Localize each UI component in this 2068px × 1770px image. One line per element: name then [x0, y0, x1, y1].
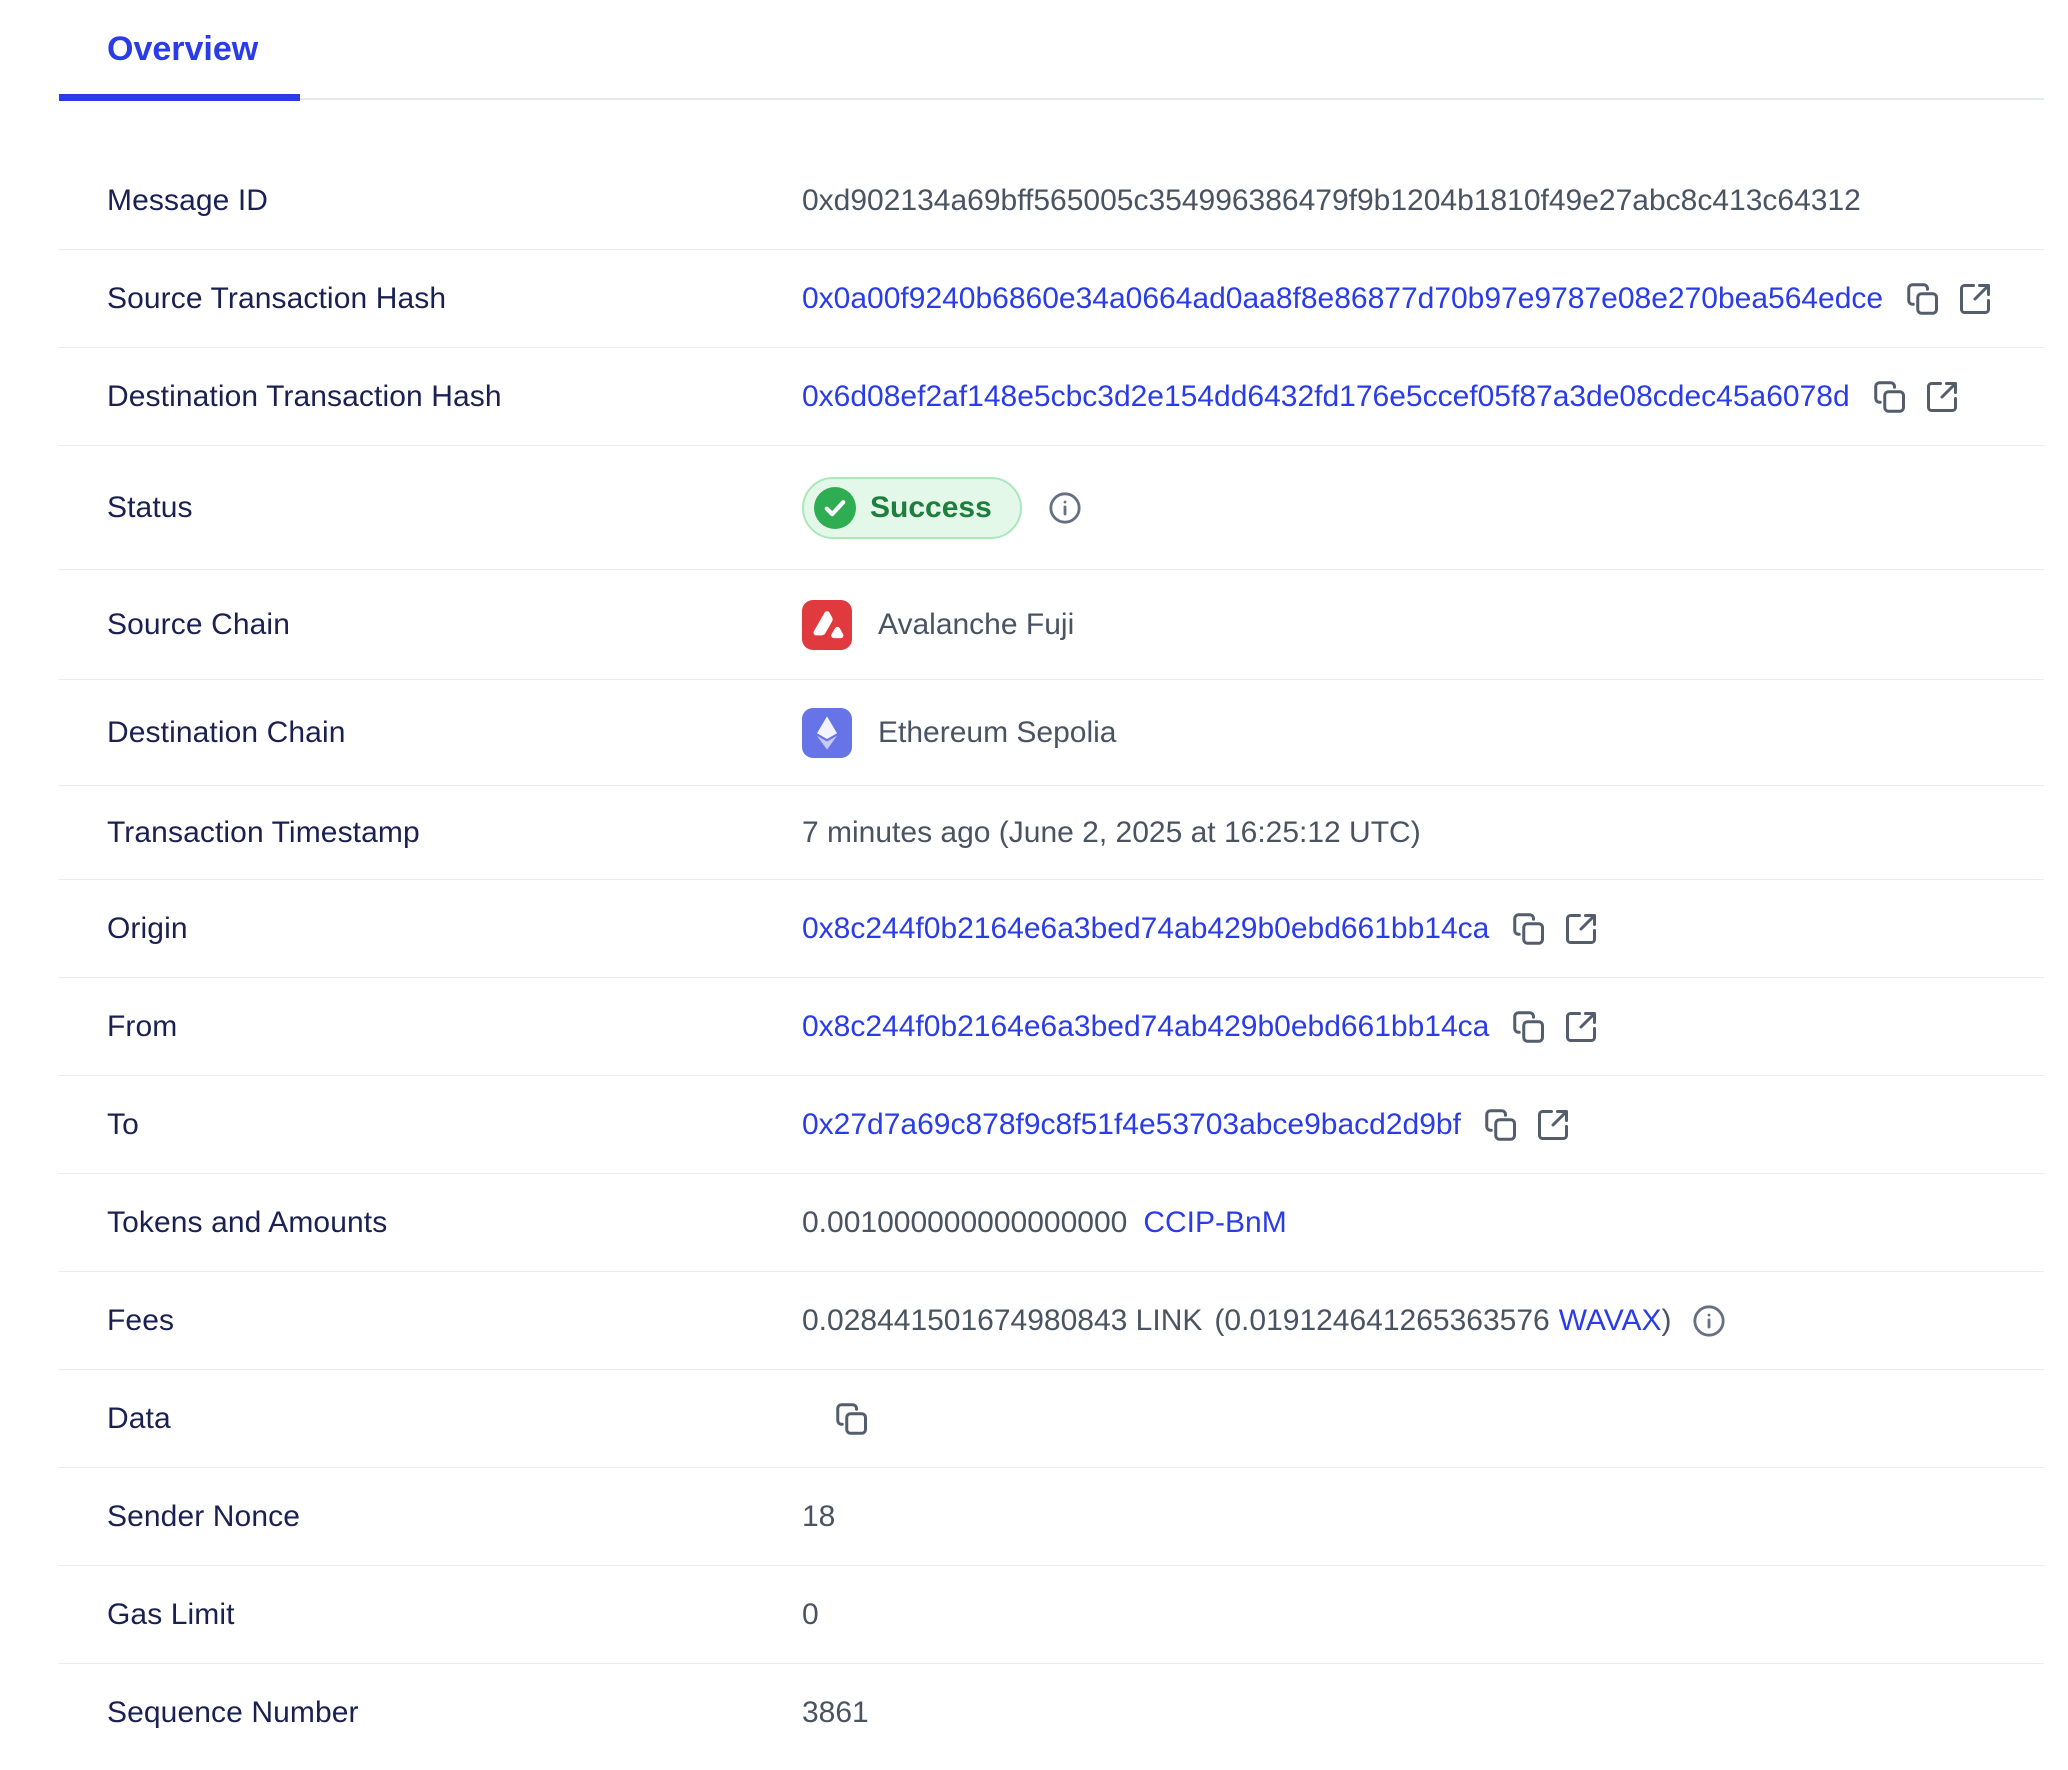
message-id-label: Message ID [107, 183, 269, 217]
table-row-dest-tx-hash: Destination Transaction Hash 0x6d08ef2af… [59, 348, 2044, 446]
table-row-to: To 0x27d7a69c878f9c8f51f4e53703abce9bacd… [59, 1076, 2044, 1174]
external-link-icon[interactable] [1957, 281, 1993, 317]
copy-icon[interactable] [1872, 379, 1908, 415]
tokens-amounts-label: Tokens and Amounts [107, 1205, 388, 1239]
copy-icon[interactable] [834, 1401, 870, 1437]
copy-icon[interactable] [1511, 1009, 1547, 1045]
tab-overview[interactable]: Overview [107, 30, 259, 68]
gas-limit-value: 0 [802, 1597, 819, 1631]
from-address-link[interactable]: 0x8c244f0b2164e6a3bed74ab429b0ebd661bb14… [802, 1009, 1490, 1043]
copy-icon[interactable] [1483, 1107, 1519, 1143]
status-badge: Success [802, 476, 1022, 539]
overview-panel: Overview Message ID 0xd902134a69bff56500… [59, 0, 2044, 1762]
info-icon[interactable] [1048, 491, 1082, 525]
external-link-icon[interactable] [1563, 1009, 1599, 1045]
table-row-message-id: Message ID 0xd902134a69bff565005c3549963… [59, 152, 2044, 250]
transaction-details-table: Message ID 0xd902134a69bff565005c3549963… [59, 152, 2044, 1762]
info-icon[interactable] [1692, 1304, 1726, 1338]
table-row-origin: Origin 0x8c244f0b2164e6a3bed74ab429b0ebd… [59, 880, 2044, 978]
status-label: Status [107, 490, 193, 524]
copy-icon[interactable] [1511, 911, 1547, 947]
tab-bar: Overview [59, 0, 2044, 101]
source-chain-name: Avalanche Fuji [878, 607, 1075, 641]
table-row-status: Status Success [59, 446, 2044, 570]
data-label: Data [107, 1401, 171, 1435]
table-row-sequence-number: Sequence Number 3861 [59, 1664, 2044, 1762]
source-tx-hash-link[interactable]: 0x0a00f9240b6860e34a0664ad0aa8f8e86877d7… [802, 281, 1884, 315]
check-circle-icon [814, 486, 856, 529]
dest-chain-label: Destination Chain [107, 715, 346, 749]
table-row-tokens-amounts: Tokens and Amounts 0.001000000000000000 … [59, 1174, 2044, 1272]
from-label: From [107, 1009, 178, 1043]
table-row-data: Data [59, 1370, 2044, 1468]
gas-limit-label: Gas Limit [107, 1597, 235, 1631]
dest-chain-name: Ethereum Sepolia [878, 715, 1117, 749]
external-link-icon[interactable] [1535, 1107, 1571, 1143]
fees-link-amount: 0.028441501674980843 LINK [802, 1303, 1203, 1337]
table-row-source-chain: Source Chain Avalanche Fuji [59, 570, 2044, 680]
dest-tx-hash-link[interactable]: 0x6d08ef2af148e5cbc3d2e154dd6432fd176e5c… [802, 379, 1850, 413]
copy-icon[interactable] [1905, 281, 1941, 317]
fees-label: Fees [107, 1303, 175, 1337]
tab-active-indicator [59, 94, 300, 101]
table-row-from: From 0x8c244f0b2164e6a3bed74ab429b0ebd66… [59, 978, 2044, 1076]
table-row-fees: Fees 0.028441501674980843 LINK (0.019124… [59, 1272, 2044, 1370]
status-badge-text: Success [870, 490, 992, 524]
ethereum-icon [802, 707, 852, 758]
origin-address-link[interactable]: 0x8c244f0b2164e6a3bed74ab429b0ebd661bb14… [802, 911, 1490, 945]
source-chain-label: Source Chain [107, 607, 290, 641]
message-id-value: 0xd902134a69bff565005c354996386479f9b120… [802, 183, 1861, 217]
sequence-number-label: Sequence Number [107, 1696, 359, 1729]
sender-nonce-label: Sender Nonce [107, 1499, 300, 1533]
timestamp-label: Transaction Timestamp [107, 815, 420, 849]
avalanche-icon [802, 599, 852, 650]
table-row-source-tx-hash: Source Transaction Hash 0x0a00f9240b6860… [59, 250, 2044, 348]
fees-wavax-amount: (0.019124641265363576 [1214, 1303, 1550, 1337]
dest-tx-hash-label: Destination Transaction Hash [107, 379, 502, 413]
table-row-sender-nonce: Sender Nonce 18 [59, 1468, 2044, 1566]
to-address-link[interactable]: 0x27d7a69c878f9c8f51f4e53703abce9bacd2d9… [802, 1107, 1461, 1141]
table-row-dest-chain: Destination Chain Ethereum Sepolia [59, 680, 2044, 786]
fees-paren-close: ) [1661, 1303, 1672, 1337]
table-row-timestamp: Transaction Timestamp 7 minutes ago (Jun… [59, 786, 2044, 880]
sender-nonce-value: 18 [802, 1499, 836, 1533]
sequence-number-value: 3861 [802, 1696, 869, 1729]
token-name-link[interactable]: CCIP-BnM [1143, 1205, 1287, 1239]
token-amount-value: 0.001000000000000000 [802, 1205, 1128, 1239]
to-label: To [107, 1107, 139, 1141]
source-tx-hash-label: Source Transaction Hash [107, 281, 447, 315]
external-link-icon[interactable] [1924, 379, 1960, 415]
origin-label: Origin [107, 911, 188, 945]
external-link-icon[interactable] [1563, 911, 1599, 947]
timestamp-value: 7 minutes ago (June 2, 2025 at 16:25:12 … [802, 815, 1421, 849]
table-row-gas-limit: Gas Limit 0 [59, 1566, 2044, 1664]
fees-wavax-token-link[interactable]: WAVAX [1558, 1303, 1662, 1337]
